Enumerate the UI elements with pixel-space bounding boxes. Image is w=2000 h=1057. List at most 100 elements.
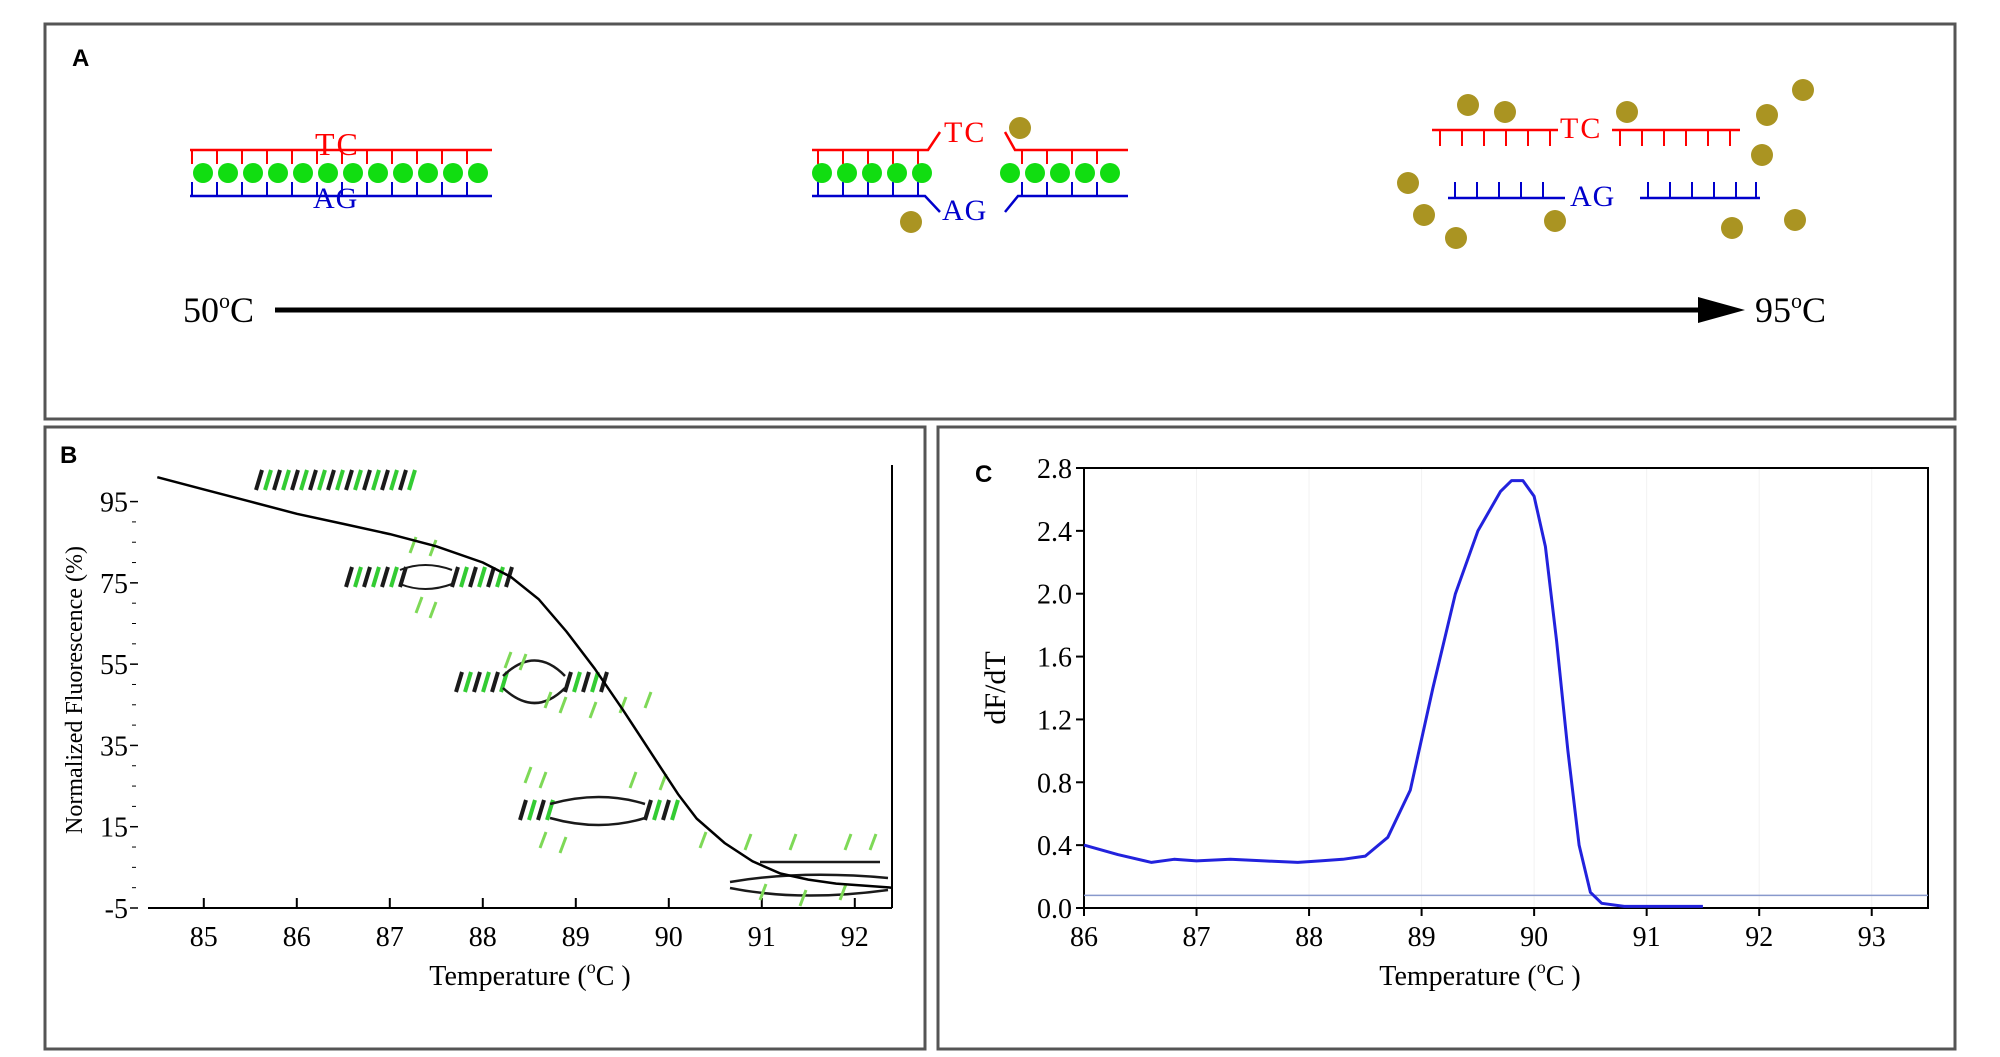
- helix-stripe: [527, 799, 537, 821]
- free-dye-stripe: [523, 766, 533, 784]
- panel-c-label: C: [975, 461, 992, 488]
- helix-stripe: [398, 469, 408, 491]
- c-x-tick-label: 91: [1633, 922, 1661, 953]
- helix-stripe: [389, 469, 399, 491]
- b-y-tick-label: 35: [100, 731, 128, 762]
- free-dye-stripe: [588, 701, 598, 719]
- helix-stripe: [495, 566, 505, 588]
- free-dye-dot: [1457, 94, 1479, 116]
- helix-stripe: [459, 566, 469, 588]
- bound-dye-dot: [1025, 163, 1045, 183]
- helix-bubble: [549, 795, 646, 827]
- helix-intact: [254, 469, 417, 491]
- helix-open-left: [518, 799, 555, 821]
- free-dye-dot: [1494, 101, 1516, 123]
- free-dye-dot: [900, 211, 922, 233]
- free-dye-stripe: [798, 889, 808, 907]
- panel-a-frame: [43, 22, 1957, 421]
- bound-dye-dot: [218, 163, 238, 183]
- helix-stripe: [254, 469, 264, 491]
- c-derivative-curve: [1083, 479, 1703, 908]
- helix-partial-left: [344, 566, 408, 588]
- helix-stripe: [590, 671, 600, 693]
- helix-stripe: [272, 469, 282, 491]
- c-x-tick-label: 87: [1183, 922, 1211, 953]
- helix-stripe: [652, 799, 662, 821]
- bound-dye-dot: [912, 163, 932, 183]
- c-x-tick-label: 90: [1520, 922, 1548, 953]
- helix-stripe: [518, 799, 528, 821]
- helix-stripe: [344, 566, 354, 588]
- c-y-tick-label: 2.4: [1037, 517, 1072, 548]
- b-x-tick-label: 90: [655, 922, 683, 953]
- panel-a: A TC AG TC AG TC: [72, 45, 1826, 330]
- stage-3-top-bases: TC: [1560, 112, 1602, 145]
- helix-stripe: [263, 469, 273, 491]
- b-y-tick-label: -5: [105, 894, 128, 925]
- b-y-tick-label: 15: [100, 813, 128, 844]
- stage-1-bottom-bases: AG: [313, 182, 358, 215]
- c-plot-frame: [1083, 467, 1929, 909]
- helix-stripe: [472, 671, 482, 693]
- free-dye-stripe: [538, 831, 548, 849]
- bound-dye-dot: [293, 163, 313, 183]
- panel-b-label: B: [60, 442, 77, 469]
- helix-stripe: [353, 566, 363, 588]
- free-dye-dot: [1616, 101, 1638, 123]
- free-dye-dot: [1756, 104, 1778, 126]
- free-dye-dot: [1721, 217, 1743, 239]
- free-dye-stripe: [838, 883, 848, 901]
- panel-b: B 85 86 87 88 89 90 91 92 95 75 55 35 15 -5 Normalize…: [60, 442, 893, 992]
- panel-c-frame: [936, 425, 1957, 1051]
- bound-dye-dot: [468, 163, 488, 183]
- bound-dye-dot: [343, 163, 363, 183]
- bound-dye-dot: [243, 163, 263, 183]
- free-dye-stripe: [428, 601, 438, 619]
- helix-stripe: [335, 469, 345, 491]
- helix-stripe: [353, 469, 363, 491]
- bound-dye-dot: [443, 163, 463, 183]
- c-y-tick-label: 0.8: [1037, 768, 1072, 799]
- c-y-tick-label: 1.2: [1037, 705, 1072, 736]
- helix-stripe: [481, 671, 491, 693]
- panel-a-label: A: [72, 45, 89, 72]
- b-x-axis-label: Temperature (oC ): [429, 957, 630, 992]
- helix-stripe: [468, 566, 478, 588]
- temp-start-label: 50oC: [183, 288, 254, 330]
- b-y-tick-label: 55: [100, 650, 128, 681]
- free-dye-dot: [1413, 204, 1435, 226]
- b-x-tick-label: 87: [376, 922, 404, 953]
- free-dye-stripe: [558, 836, 568, 854]
- helix-stripe: [299, 469, 309, 491]
- helix-stripe: [281, 469, 291, 491]
- b-x-tick-label: 89: [562, 922, 590, 953]
- helix-stripe: [317, 469, 327, 491]
- helix-stripe: [499, 671, 509, 693]
- dsdna-stage-1: TC AG: [190, 126, 492, 215]
- helix-stripe: [450, 566, 460, 588]
- bound-dye-dot: [1075, 163, 1095, 183]
- free-dye-dot: [1009, 117, 1031, 139]
- helix-stripe: [371, 469, 381, 491]
- helix-bubble: [399, 564, 453, 590]
- b-melt-curve: [156, 475, 893, 889]
- free-dye-stripe: [698, 831, 708, 849]
- ssdna-stage-3: TC AG: [1397, 79, 1814, 249]
- helix-illustrations: [254, 469, 889, 907]
- free-dye-stripe: [743, 833, 753, 851]
- helix-stripe: [371, 566, 381, 588]
- helix-stripe: [581, 671, 591, 693]
- bound-dye-dot: [862, 163, 882, 183]
- helix-stripe: [643, 799, 653, 821]
- c-x-axis-label: Temperature (oC ): [1379, 957, 1580, 992]
- bound-dye-dot: [1050, 163, 1070, 183]
- bound-dye-dot: [368, 163, 388, 183]
- helix-stripe: [486, 566, 496, 588]
- c-y-tick-label: 0.0: [1037, 894, 1072, 925]
- helix-stripe: [572, 671, 582, 693]
- helix-stripe: [463, 671, 473, 693]
- bound-dye-dot: [812, 163, 832, 183]
- dsdna-stage-2: TC AG: [812, 116, 1128, 233]
- free-dye-stripe: [414, 596, 424, 614]
